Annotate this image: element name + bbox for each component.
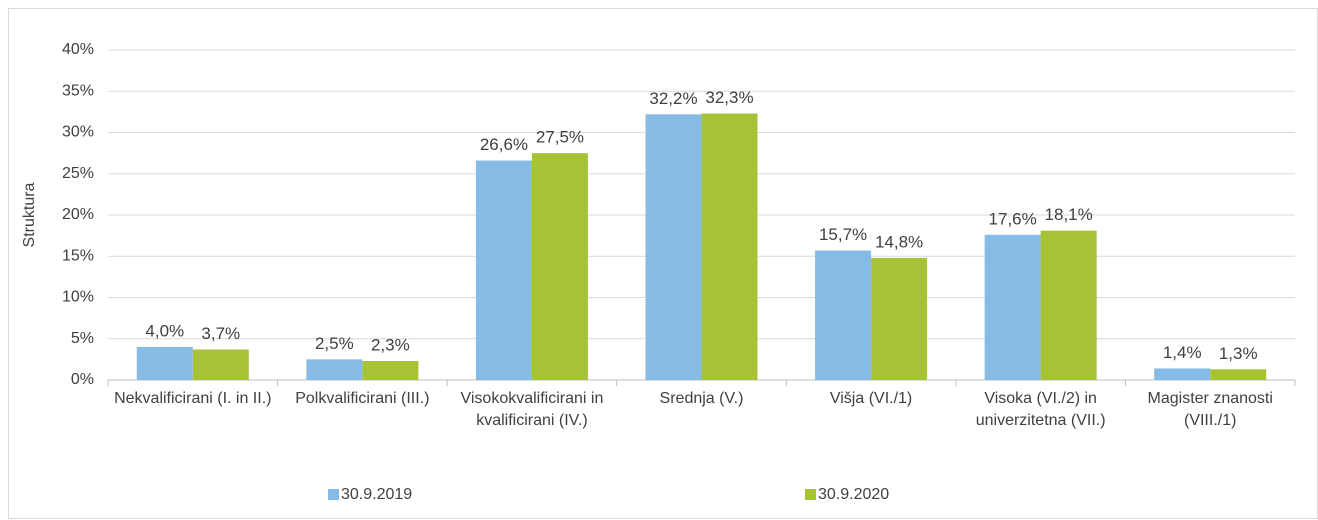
legend-label: 30.9.2020 (818, 486, 889, 503)
x-tick-label: Magister znanosti (VIII./1) (1148, 390, 1273, 429)
bar (192, 349, 249, 380)
data-label: 4,0% (145, 321, 184, 340)
data-label: 15,7% (819, 225, 867, 244)
legend-label: 30.9.2019 (341, 486, 412, 503)
bar (531, 153, 588, 380)
y-tick-label: 20% (62, 206, 94, 223)
y-tick-label: 40% (62, 41, 94, 58)
data-label: 2,3% (371, 336, 410, 355)
bar (136, 347, 193, 380)
bar (306, 359, 363, 380)
data-label: 18,1% (1045, 205, 1093, 224)
data-label: 26,6% (480, 135, 528, 154)
bar (645, 114, 702, 380)
x-tick-label: Visoka (VI./2) in univerzitetna (VII.) (976, 390, 1106, 429)
data-label: 17,6% (989, 209, 1037, 228)
data-label: 1,3% (1219, 344, 1258, 363)
bar (1210, 369, 1267, 380)
data-label: 32,2% (649, 89, 697, 108)
legend-swatch (805, 489, 816, 500)
data-label: 32,3% (705, 88, 753, 107)
bar (1040, 230, 1097, 380)
bar (815, 250, 872, 380)
x-tick-label: Višja (VI./1) (830, 390, 912, 407)
data-label: 1,4% (1163, 343, 1202, 362)
y-tick-label: 5% (71, 330, 94, 347)
data-label: 27,5% (536, 128, 584, 147)
x-tick-label: Srednja (V.) (660, 390, 744, 407)
bar (701, 113, 758, 381)
y-tick-label: 15% (62, 247, 94, 264)
bar (871, 257, 928, 380)
y-tick-label: 35% (62, 82, 94, 99)
x-tick-label: Visokokvalificirani in kvalificirani (IV.… (460, 390, 603, 429)
y-tick-label: 0% (71, 371, 94, 388)
data-label: 2,5% (315, 334, 354, 353)
legend-swatch (328, 489, 339, 500)
data-label: 3,7% (201, 324, 240, 343)
x-tick-label: Polkvalificirani (III.) (295, 390, 429, 407)
bar (475, 160, 532, 380)
y-tick-label: 10% (62, 289, 94, 306)
x-tick-label: Nekvalificirani (I. in II.) (114, 390, 271, 407)
y-tick-label: 25% (62, 165, 94, 182)
y-axis-label: Struktura (21, 182, 38, 247)
bar (984, 234, 1041, 380)
bar (1154, 368, 1211, 380)
y-tick-label: 30% (62, 124, 94, 141)
data-label: 14,8% (875, 232, 923, 251)
bar (362, 361, 419, 380)
